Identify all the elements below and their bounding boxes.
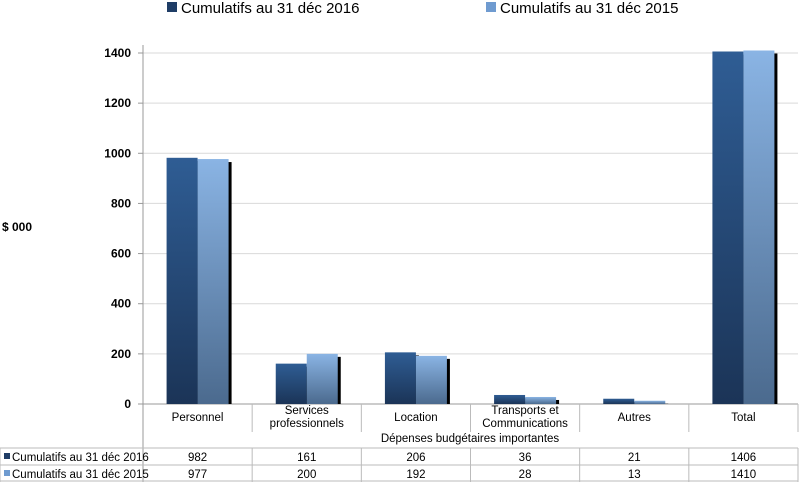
x-tick-label: Services professionnels bbox=[270, 405, 344, 430]
bar-2016 bbox=[275, 363, 307, 404]
legend-label-2015: Cumulatifs au 31 déc 2015 bbox=[500, 0, 678, 17]
table-cell: 21 bbox=[628, 452, 641, 464]
bar-2015 bbox=[306, 353, 338, 404]
table-cell: 1406 bbox=[731, 452, 757, 464]
table-row-label: Cumulatifs au 31 déc 2016 bbox=[12, 452, 149, 464]
table-cell: 36 bbox=[519, 452, 532, 464]
y-tick-label: 200 bbox=[111, 347, 131, 361]
bar-2015 bbox=[415, 355, 447, 404]
x-tick-label: Transports et Communications bbox=[482, 405, 568, 430]
bar-2016 bbox=[384, 352, 416, 404]
legend-swatch-2016 bbox=[167, 2, 177, 12]
x-tick-label: Personnel bbox=[172, 412, 224, 424]
x-axis-label: Dépenses budgétaires importantes bbox=[381, 433, 560, 445]
y-tick-label: 800 bbox=[111, 196, 131, 210]
bar-2016 bbox=[712, 51, 744, 404]
legend-swatch-2015 bbox=[486, 2, 496, 12]
y-tick-label: 400 bbox=[111, 297, 131, 311]
table-cell: 13 bbox=[628, 469, 641, 481]
legend: Cumulatifs au 31 déc 2016 Cumulatifs au … bbox=[167, 0, 678, 17]
y-tick-label: 1400 bbox=[104, 46, 131, 60]
x-tick-label: Location bbox=[394, 412, 437, 424]
bar-2015 bbox=[743, 50, 775, 404]
x-tick-label: Total bbox=[731, 412, 755, 424]
bar-2016 bbox=[166, 157, 198, 404]
table-legend-key bbox=[4, 453, 10, 459]
table-cell: 192 bbox=[406, 469, 425, 481]
table-cell: 1410 bbox=[731, 469, 757, 481]
y-tick-label: 600 bbox=[111, 247, 131, 261]
bar-2016 bbox=[494, 394, 526, 404]
table-cell: 982 bbox=[188, 452, 207, 464]
y-tick-label: 1000 bbox=[104, 146, 131, 160]
legend-label-2016: Cumulatifs au 31 déc 2016 bbox=[181, 0, 359, 17]
bar-2015 bbox=[197, 159, 229, 404]
table-cell: 161 bbox=[297, 452, 316, 464]
table-cell: 200 bbox=[297, 469, 316, 481]
y-tick-label: 0 bbox=[124, 397, 131, 411]
table-cell: 206 bbox=[406, 452, 425, 464]
table-row-label: Cumulatifs au 31 déc 2015 bbox=[12, 469, 149, 481]
y-tick-label: 1200 bbox=[104, 96, 131, 110]
table-cell: 28 bbox=[519, 469, 532, 481]
table-legend-key bbox=[4, 470, 10, 476]
table-cell: 977 bbox=[188, 469, 207, 481]
x-tick-label: Autres bbox=[618, 412, 651, 424]
bar-2015 bbox=[525, 396, 557, 404]
bar-2015 bbox=[634, 400, 666, 404]
y-axis-label: $ 000 bbox=[2, 220, 32, 234]
bar-2016 bbox=[603, 398, 635, 404]
